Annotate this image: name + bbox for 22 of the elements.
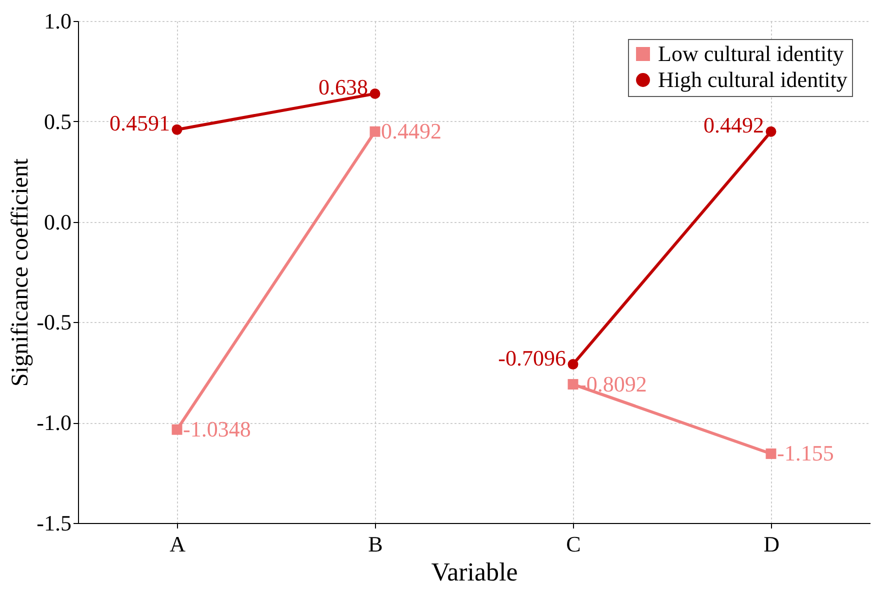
data-label: 0.4492 [704, 112, 764, 138]
legend-label: High cultural identity [658, 67, 848, 92]
x-tick-label: A [170, 532, 186, 556]
x-axis-title: Variable [431, 558, 518, 586]
y-tick-label: -0.5 [36, 310, 72, 335]
y-tick-label: 0.0 [44, 209, 72, 234]
y-axis-title: Significance coefficient [8, 158, 34, 387]
x-tick-label: C [566, 532, 581, 556]
x-tick-label: B [368, 532, 383, 556]
data-label: -0.7096 [498, 345, 566, 370]
data-label: 0.4591 [110, 110, 170, 136]
data-label: 0.4492 [381, 118, 442, 144]
legend-label: Low cultural identity [658, 41, 844, 66]
y-tick-label: 1.0 [44, 8, 72, 34]
data-label: -1.0348 [183, 416, 251, 442]
y-tick-label: -1.0 [36, 410, 72, 436]
y-tick-label: -1.5 [36, 510, 72, 536]
data-label: -0.8092 [579, 371, 647, 396]
x-tick-label: D [764, 532, 780, 556]
data-label: 0.638 [318, 74, 368, 100]
data-label: -1.155 [777, 440, 834, 466]
y-tick-label: 0.5 [44, 108, 72, 134]
